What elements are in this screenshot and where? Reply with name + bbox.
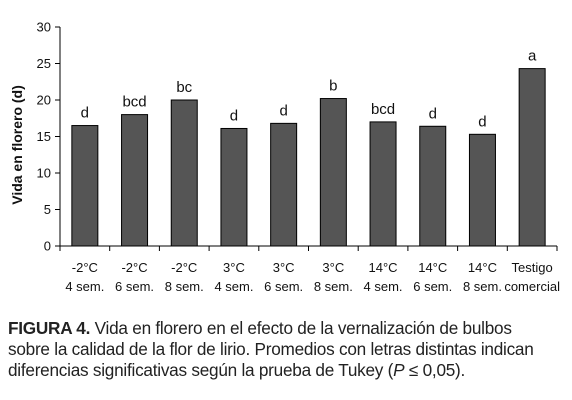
bar-significance-letter: bcd xyxy=(122,94,146,111)
bar xyxy=(270,122,298,247)
bar-significance-letter: bc xyxy=(176,79,192,96)
y-tick-label: 30 xyxy=(37,20,51,35)
caption-line1: Vida en florero en el efecto de la verna… xyxy=(94,318,512,338)
x-tick-label-temp: 3°C xyxy=(273,260,295,275)
bar xyxy=(518,68,546,247)
bar-significance-letter: b xyxy=(329,78,337,95)
y-tick-label: 10 xyxy=(37,166,51,181)
x-tick-label-temp: -2°C xyxy=(72,260,98,275)
x-tick-label-time: 8 sem. xyxy=(165,279,204,294)
x-tick-label-time: 6 sem. xyxy=(264,279,303,294)
bar xyxy=(121,114,149,247)
x-tick-label-time: 6 sem. xyxy=(413,279,452,294)
bar xyxy=(369,121,397,247)
caption-line2: sobre la calidad de la flor de lirio. Pr… xyxy=(8,339,534,359)
bar-significance-letter: d xyxy=(230,107,238,124)
bar xyxy=(220,127,248,247)
figure-caption: FIGURA 4. Vida en florero en el efecto d… xyxy=(8,318,564,381)
bar xyxy=(71,125,99,247)
x-tick-label-time: 8 sem. xyxy=(314,279,353,294)
plot-area: 0 5 10 15 20 25 30 d -2°C 4 sem. bcd -2°C 6 sem. bc -2… xyxy=(37,20,561,295)
x-tick-label-temp: 14°C xyxy=(418,260,447,275)
x-tick-label-time: 6 sem. xyxy=(115,279,154,294)
x-tick-label-time: 4 sem. xyxy=(214,279,253,294)
y-tick-label: 20 xyxy=(37,93,51,108)
bar xyxy=(419,125,447,247)
bar-significance-letter: a xyxy=(528,48,537,65)
bar-significance-letter: d xyxy=(478,113,486,130)
x-tick-label-temp: -2°C xyxy=(121,260,147,275)
x-tick-label-temp: 3°C xyxy=(322,260,344,275)
y-axis-label: Vida en florero (d) xyxy=(9,85,25,205)
y-tick-label: 5 xyxy=(44,202,51,217)
bar xyxy=(319,98,347,247)
bar xyxy=(170,99,198,247)
x-tick-label-time: comercial xyxy=(504,279,560,294)
bar xyxy=(468,133,496,247)
x-tick-label-time: 8 sem. xyxy=(463,279,502,294)
caption-line3-end: ≤ 0,05). xyxy=(404,360,466,380)
caption-line3: diferencias significativas según la prue… xyxy=(8,360,394,380)
x-tick-label-time: 4 sem. xyxy=(364,279,403,294)
y-tick-label: 0 xyxy=(44,239,51,254)
bar-significance-letter: d xyxy=(81,105,89,122)
x-tick-label-temp: -2°C xyxy=(171,260,197,275)
bar-significance-letter: d xyxy=(429,105,437,122)
y-tick-label: 25 xyxy=(37,56,51,71)
caption-label: FIGURA 4. xyxy=(8,318,91,338)
bar-significance-letter: d xyxy=(279,102,287,119)
bar-significance-letter: bcd xyxy=(371,101,395,118)
caption-p-symbol: P xyxy=(393,360,405,380)
x-tick-label-temp: 14°C xyxy=(468,260,497,275)
x-tick-label-temp: 3°C xyxy=(223,260,245,275)
bar-chart: 0 5 10 15 20 25 30 d -2°C 4 sem. bcd -2°C 6 sem. bc -2… xyxy=(9,20,561,295)
x-tick-label-time: 4 sem. xyxy=(65,279,104,294)
x-tick-label-temp: 14°C xyxy=(369,260,398,275)
y-tick-label: 15 xyxy=(37,129,51,144)
x-tick-label-temp: Testigo xyxy=(512,260,553,275)
